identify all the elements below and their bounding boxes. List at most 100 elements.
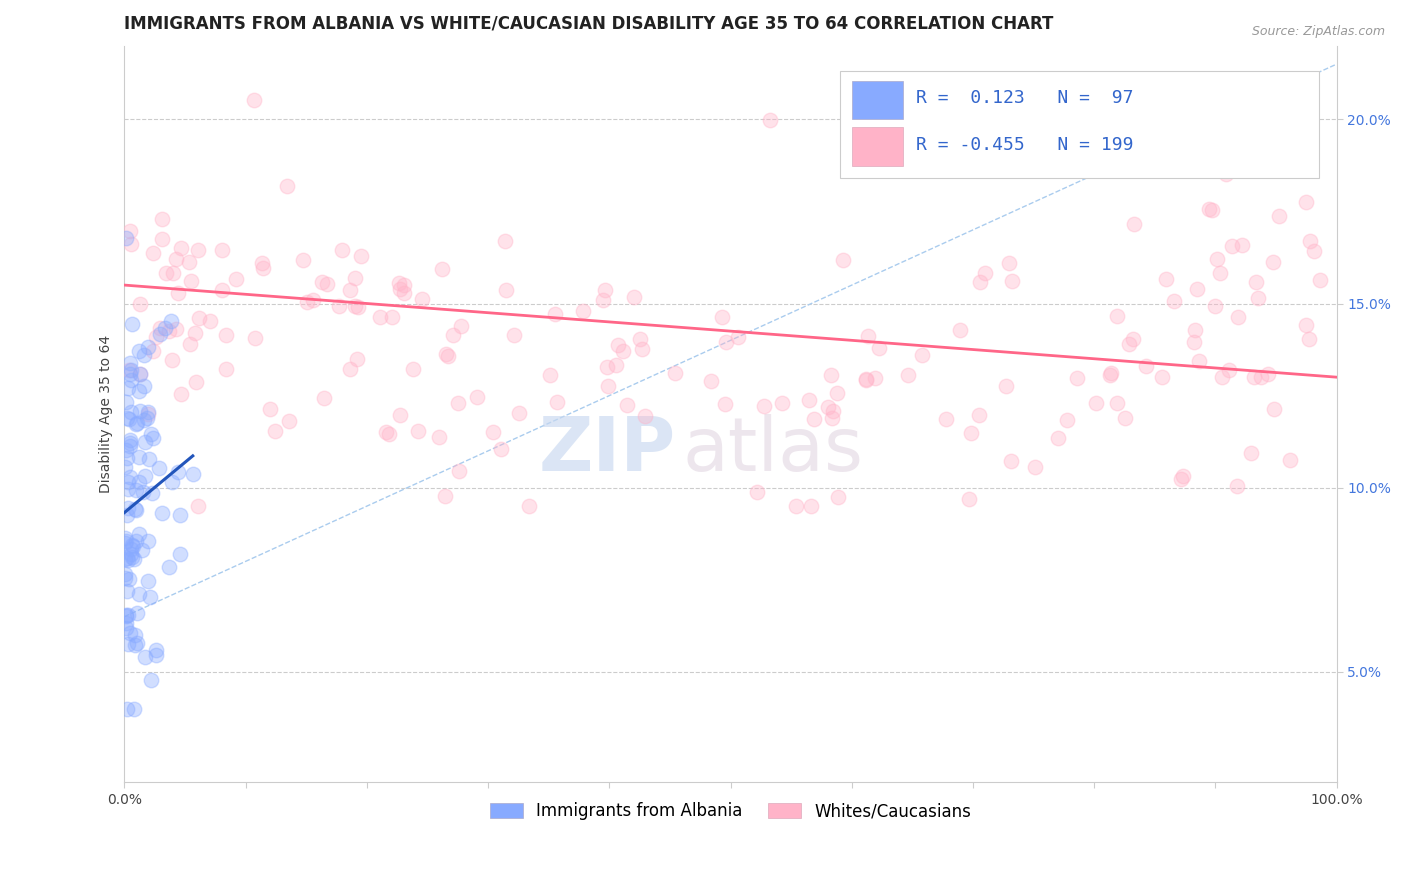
- Point: [117, 553, 139, 567]
- Point: [128, 450, 150, 464]
- Point: [157, 325, 180, 339]
- Point: [868, 341, 890, 355]
- Point: [1171, 468, 1194, 483]
- Point: [1299, 235, 1322, 249]
- Point: [785, 499, 807, 513]
- Point: [897, 368, 920, 383]
- Point: [132, 412, 155, 426]
- Point: [115, 410, 138, 425]
- Point: [150, 232, 173, 246]
- Point: [125, 483, 148, 497]
- Point: [969, 275, 991, 289]
- Point: [346, 300, 368, 314]
- Point: [128, 527, 150, 541]
- Point: [1272, 142, 1295, 156]
- Point: [125, 534, 148, 549]
- Point: [503, 327, 526, 342]
- Point: [179, 336, 201, 351]
- Point: [1268, 209, 1291, 223]
- Point: [343, 271, 366, 285]
- Point: [114, 231, 136, 245]
- Point: [115, 583, 138, 598]
- Point: [596, 379, 619, 393]
- Point: [711, 310, 734, 324]
- Point: [1257, 367, 1279, 381]
- Text: IMMIGRANTS FROM ALBANIA VS WHITE/CAUCASIAN DISABILITY AGE 35 TO 64 CORRELATION C: IMMIGRANTS FROM ALBANIA VS WHITE/CAUCASI…: [125, 15, 1054, 33]
- Point: [139, 426, 162, 441]
- Point: [434, 489, 457, 503]
- Point: [713, 397, 735, 411]
- Point: [125, 503, 148, 517]
- Point: [225, 271, 247, 285]
- Point: [118, 434, 141, 448]
- Point: [128, 344, 150, 359]
- Point: [699, 374, 721, 388]
- Point: [117, 607, 139, 622]
- Point: [1150, 137, 1173, 152]
- Point: [1099, 366, 1122, 380]
- Point: [215, 362, 238, 376]
- Point: [1105, 310, 1128, 324]
- Point: [1220, 239, 1243, 253]
- Point: [155, 266, 177, 280]
- Point: [1047, 431, 1070, 445]
- Point: [1240, 445, 1263, 459]
- Point: [623, 290, 645, 304]
- Point: [1205, 252, 1227, 266]
- Point: [998, 256, 1021, 270]
- Point: [628, 332, 651, 346]
- Point: [595, 359, 617, 374]
- Point: [664, 366, 686, 380]
- Text: ZIP: ZIP: [538, 415, 676, 487]
- Point: [134, 348, 156, 362]
- Point: [1226, 478, 1249, 492]
- Point: [1204, 299, 1226, 313]
- Point: [1263, 402, 1285, 417]
- Point: [243, 331, 266, 345]
- Point: [1250, 369, 1272, 384]
- Point: [1185, 282, 1208, 296]
- Point: [148, 461, 170, 475]
- Point: [121, 549, 143, 564]
- Point: [136, 533, 159, 548]
- Point: [797, 393, 820, 408]
- Point: [136, 410, 159, 425]
- Point: [1000, 454, 1022, 468]
- Point: [1303, 244, 1326, 258]
- Point: [136, 407, 159, 421]
- Point: [142, 343, 165, 358]
- Point: [770, 395, 793, 409]
- Point: [128, 367, 150, 381]
- Point: [169, 547, 191, 561]
- Point: [120, 237, 142, 252]
- Point: [142, 245, 165, 260]
- Point: [120, 547, 142, 561]
- Point: [118, 367, 141, 381]
- Point: [121, 317, 143, 331]
- Point: [437, 349, 460, 363]
- FancyBboxPatch shape: [852, 81, 903, 120]
- Point: [157, 560, 180, 574]
- Point: [1309, 273, 1331, 287]
- Point: [387, 276, 409, 290]
- Point: [315, 277, 337, 292]
- Point: [211, 244, 233, 258]
- Point: [117, 501, 139, 516]
- Point: [264, 424, 287, 438]
- Text: Source: ZipAtlas.com: Source: ZipAtlas.com: [1251, 25, 1385, 38]
- Point: [408, 424, 430, 438]
- Point: [118, 363, 141, 377]
- Point: [388, 281, 411, 295]
- Point: [120, 356, 142, 370]
- Point: [823, 404, 845, 418]
- Point: [491, 442, 513, 457]
- Point: [378, 427, 401, 442]
- Point: [170, 386, 193, 401]
- Point: [165, 252, 187, 267]
- Point: [1098, 368, 1121, 382]
- Point: [863, 371, 886, 385]
- Point: [1263, 255, 1285, 269]
- Point: [538, 368, 561, 382]
- Point: [949, 323, 972, 337]
- Point: [392, 277, 415, 292]
